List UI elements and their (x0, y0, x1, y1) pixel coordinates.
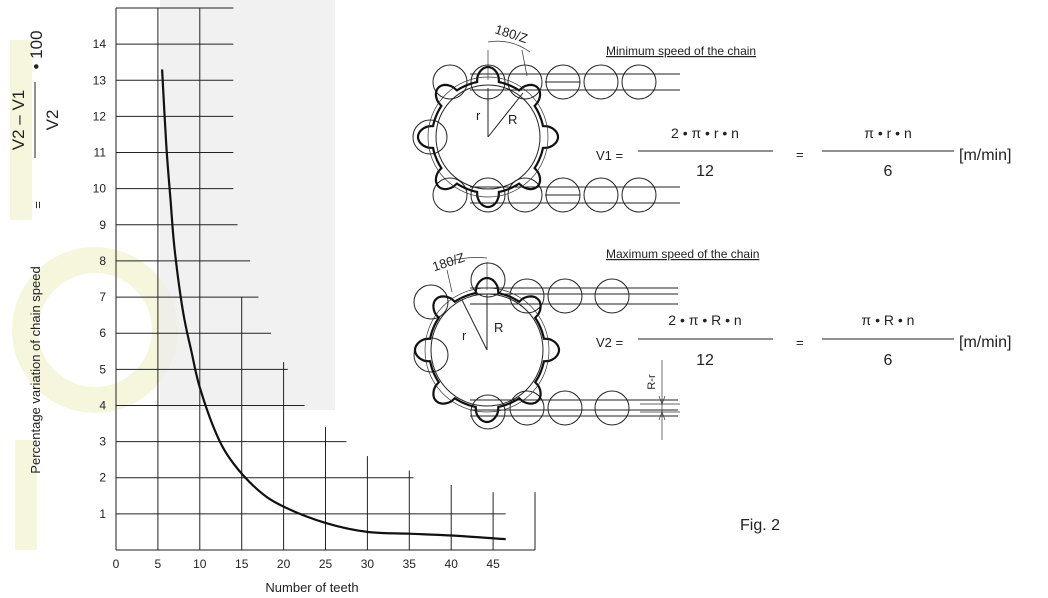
y-tick-label-11: 11 (94, 146, 107, 160)
max-formula-unit: [m/min] (959, 334, 1011, 351)
min-label-R: R (508, 112, 517, 127)
y-tick-label-12: 12 (93, 109, 107, 123)
x-tick-label-15: 15 (235, 557, 249, 571)
formula-equals: = (30, 201, 45, 209)
max-formula-eq: = (796, 335, 804, 350)
min-formula-num1: 2 • π • r • n (671, 125, 739, 141)
max-sprocket (413, 257, 561, 424)
max-dim-label: R-r (646, 374, 658, 390)
y-tick-label-8: 8 (99, 254, 106, 268)
min-formula-den2: 6 (884, 163, 893, 180)
x-tick-label-10: 10 (193, 557, 207, 571)
min-chain-plates (470, 73, 680, 204)
formula-numerator: V2 – V1 (9, 90, 28, 151)
chart-shade (160, 0, 335, 410)
chart-axes (115, 8, 535, 551)
y-tick-label-10: 10 (93, 182, 107, 196)
max-label-r: r (462, 328, 467, 343)
formula-denominator: V2 (43, 110, 62, 131)
max-label-R: R (494, 320, 503, 335)
x-tick-label-30: 30 (361, 557, 375, 571)
y-tick-label-6: 6 (99, 326, 106, 340)
x-tick-label-5: 5 (155, 557, 162, 571)
min-formula-lhs: V1 = (596, 148, 623, 163)
min-sprocket (416, 40, 560, 209)
max-formula-lhs: V2 = (596, 335, 623, 350)
max-formula-num1: 2 • π • R • n (668, 312, 741, 328)
x-tick-label-35: 35 (403, 557, 417, 571)
max-dimension-r-minus-r (640, 360, 680, 440)
y-tick-label-7: 7 (99, 290, 106, 304)
y-tick-label-4: 4 (99, 398, 106, 412)
min-speed-title: Minimum speed of the chain (606, 44, 756, 58)
diagram-minimum-speed: Minimum speed of the chain (412, 22, 1011, 213)
max-speed-title: Maximum speed of the chain (606, 247, 759, 261)
min-formula-num2: π • r • n (864, 125, 911, 141)
max-formula-den1: 12 (696, 352, 714, 369)
y-axis-label: Percentage variation of chain speed (28, 266, 43, 473)
min-formula-eq: = (796, 147, 804, 162)
y-tick-label-3: 3 (99, 435, 106, 449)
max-formula-num2: π • R • n (862, 312, 915, 328)
x-tick-label-40: 40 (445, 557, 459, 571)
y-tick-label-2: 2 (99, 471, 106, 485)
figure-caption: Fig. 2 (740, 517, 780, 534)
y-tick-label-5: 5 (99, 362, 106, 376)
chart-grid (116, 7, 536, 550)
x-tick-label-0: 0 (113, 557, 120, 571)
min-label-r: r (476, 108, 481, 123)
formula-multiplier: • 100 (27, 30, 46, 69)
x-tick-label-20: 20 (277, 557, 291, 571)
max-formula-den2: 6 (884, 352, 893, 369)
y-tick-label-1: 1 (99, 507, 106, 521)
min-formula-den1: 12 (696, 163, 714, 180)
series-line-speed-variation (161, 69, 506, 541)
y-tick-label-13: 13 (93, 73, 107, 87)
x-tick-label-25: 25 (319, 557, 333, 571)
x-axis-label: Number of teeth (265, 580, 358, 595)
y-tick-label-14: 14 (93, 37, 107, 51)
min-formula-unit: [m/min] (959, 147, 1011, 164)
x-tick-label-45: 45 (486, 557, 500, 571)
y-tick-label-9: 9 (99, 218, 106, 232)
y-axis-formula: = V2 – V1 V2 • 100 (9, 30, 62, 208)
